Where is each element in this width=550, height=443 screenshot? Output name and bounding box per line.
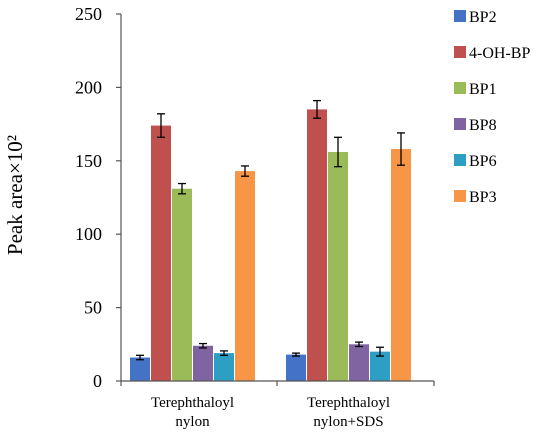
error-bar-bp8-1 [199,342,207,349]
y-tick-label: 0 [93,371,102,391]
bar-bp6-2 [370,351,390,381]
legend-swatch [454,154,466,166]
x-axis: Terephthaloyl nylon Terephthaloyl nylon+SDS [120,380,435,430]
error-bar-4-oh-bp-2 [313,99,321,119]
legend-swatch [454,118,466,130]
error-bar-bp1-2 [334,136,342,168]
y-axis: 0 50 100 150 200 250 [75,4,122,391]
error-bar-bp6-1 [220,350,228,356]
bar-bp8-1 [193,345,213,381]
bar-bp2-2 [286,354,306,381]
y-tick-label: 200 [75,77,102,97]
legend-label: BP2 [469,9,497,26]
error-bar-bp3-2 [397,132,405,166]
legend-label: BP8 [469,117,497,134]
legend-label: BP1 [469,81,497,98]
error-bar-bp8-2 [355,341,363,348]
error-bar-bp2-2 [292,352,300,357]
legend-item-bp1: BP1 [454,81,497,98]
x-category-label: Terephthaloyl nylon+SDS [307,395,390,430]
y-axis-title: Peak area×10² [3,135,27,255]
bar-4-oh-bp-1 [151,125,171,382]
legend-item-bp2: BP2 [454,9,497,26]
legend: BP2 4-OH-BP BP1 BP8 BP6 BP3 [454,9,530,206]
y-tick-label: 250 [75,4,102,24]
legend-swatch [454,190,466,202]
plot-area [130,99,411,382]
bar-bp3-2 [391,149,411,381]
legend-label: BP6 [469,153,497,170]
y-tick-label: 100 [75,224,102,244]
error-bar-bp1-1 [178,182,186,195]
legend-swatch [454,82,466,94]
y-tick-label: 150 [75,151,102,171]
error-bar-bp3-1 [241,165,249,177]
bar-bp1-1 [172,188,192,381]
bar-4-oh-bp-2 [307,109,327,382]
y-tick-label: 50 [84,298,102,318]
error-bar-bp2-1 [136,354,144,361]
bar-bp1-2 [328,151,348,381]
bar-bp8-2 [349,344,369,381]
bar-bp3-1 [235,171,255,381]
legend-swatch [454,10,466,22]
legend-label: BP3 [469,189,497,206]
error-bar-bp6-2 [376,346,384,357]
error-bar-4-oh-bp-1 [157,113,165,138]
legend-label: 4-OH-BP [469,45,530,62]
legend-item-4-oh-bp: 4-OH-BP [454,45,530,62]
bar-bp6-1 [214,353,234,381]
legend-item-bp3: BP3 [454,189,497,206]
legend-swatch [454,46,466,58]
bar-bp2-1 [130,357,150,381]
legend-item-bp6: BP6 [454,153,497,170]
x-category-label: Terephthaloyl nylon [151,395,234,430]
legend-item-bp8: BP8 [454,117,497,134]
